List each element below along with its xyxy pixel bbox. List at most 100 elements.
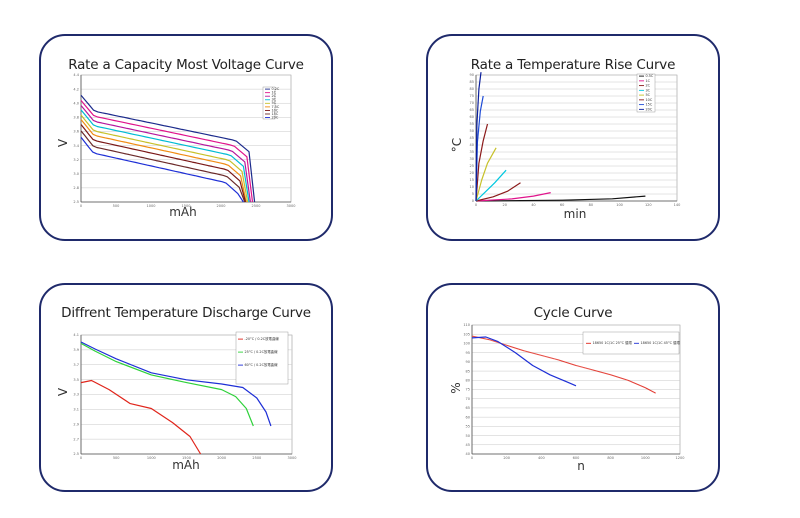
series-line	[475, 147, 497, 202]
series-line	[80, 105, 251, 203]
x-axis-label: n	[577, 459, 585, 473]
x-tick-label: 1500	[182, 456, 191, 460]
y-tick-label: 35	[470, 150, 474, 154]
y-tick-label: 4.4	[73, 73, 79, 77]
y-tick-label: 3.3	[73, 393, 79, 397]
x-tick-label: 0	[80, 204, 82, 208]
series-line	[471, 336, 577, 387]
y-tick-label: 3.7	[73, 363, 79, 367]
legend-label: 18650 1C/1C 25°C 循環	[593, 340, 633, 345]
legend-label: 3C	[646, 88, 651, 92]
legend-label: 5C	[646, 93, 651, 97]
series-line	[471, 335, 656, 394]
legend-label: 15C	[646, 103, 653, 107]
legend-label: 7.5C	[272, 105, 280, 109]
series-line	[475, 182, 521, 202]
y-tick-label: 4.2	[73, 87, 79, 91]
x-tick-label: 600	[573, 456, 580, 460]
y-tick-label: 95	[466, 351, 470, 355]
y-tick-label: 5	[472, 192, 474, 196]
y-tick-label: 85	[466, 369, 470, 373]
x-tick-label: 140	[674, 203, 681, 207]
y-tick-label: 3.0	[73, 172, 79, 176]
x-tick-label: 1000	[147, 204, 156, 208]
chart-title: Cycle Curve	[533, 305, 613, 321]
y-tick-label: 80	[466, 378, 470, 382]
legend-label: 18650 1C/1C 45°C 循環	[641, 340, 681, 345]
y-axis-label: °C	[450, 138, 464, 152]
x-axis-label: min	[564, 207, 587, 221]
x-tick-label: 1200	[676, 456, 685, 460]
y-tick-label: 60	[466, 415, 470, 419]
x-tick-label: 1000	[147, 456, 156, 460]
series-line	[80, 119, 247, 203]
legend-label: 10C	[272, 108, 279, 112]
x-tick-label: 0	[471, 456, 473, 460]
legend-label: 15C	[272, 112, 279, 116]
y-tick-label: 75	[466, 388, 470, 392]
legend-box	[582, 331, 680, 355]
y-tick-label: 60	[470, 115, 474, 119]
y-tick-label: 40	[470, 143, 474, 147]
x-tick-label: 200	[503, 456, 510, 460]
x-axis-label: mAh	[169, 205, 197, 219]
x-tick-label: 2000	[217, 204, 226, 208]
legend-label: 0.5C	[646, 74, 654, 78]
series-line	[80, 124, 247, 203]
x-tick-label: 100	[616, 203, 623, 207]
legend-box	[636, 73, 656, 113]
legend-box	[235, 331, 289, 385]
plot-area	[80, 74, 292, 203]
y-tick-label: 110	[463, 323, 470, 327]
y-tick-label: 15	[470, 178, 474, 182]
y-tick-label: 50	[466, 434, 470, 438]
x-tick-label: 40	[531, 203, 535, 207]
x-tick-label: 500	[113, 456, 120, 460]
y-tick-label: 50	[470, 129, 474, 133]
y-tick-label: 25	[470, 164, 474, 168]
y-tick-label: 90	[466, 360, 470, 364]
y-tick-label: 45	[466, 443, 470, 447]
x-tick-label: 400	[538, 456, 545, 460]
y-tick-label: 80	[470, 87, 474, 91]
legend-label: 60°C / 0.2C放電曲線	[245, 362, 279, 367]
legend-label: -20°C / 0.2C放電曲線	[245, 336, 280, 341]
y-tick-label: 2.5	[73, 200, 79, 204]
legend-label: 25°C / 0.2C放電曲線	[245, 349, 279, 354]
x-tick-label: 3000	[287, 204, 296, 208]
legend-label: 0.2C	[272, 87, 280, 91]
y-tick-label: 55	[466, 425, 470, 429]
series-line	[475, 72, 482, 202]
legend-label: 1C	[646, 79, 651, 83]
chart-title: Rate a Capacity Most Voltage Curve	[68, 57, 304, 73]
y-tick-label: 65	[466, 406, 470, 410]
x-tick-label: 2500	[252, 456, 261, 460]
series-line	[80, 136, 244, 203]
series-line	[80, 109, 250, 203]
legend-label: 5C	[272, 101, 277, 105]
y-tick-label: 3.1	[73, 408, 79, 412]
x-tick-label: 80	[589, 203, 593, 207]
y-tick-label: 3.2	[73, 158, 79, 162]
series-line	[80, 379, 202, 455]
y-tick-label: 4.1	[73, 333, 79, 337]
y-tick-label: 2.8	[73, 186, 79, 190]
y-tick-label: 3.6	[73, 130, 79, 134]
y-tick-label: 90	[470, 73, 474, 77]
y-tick-label: 3.4	[73, 144, 79, 148]
series-line	[80, 94, 256, 203]
x-tick-label: 500	[113, 204, 120, 208]
y-tick-label: 70	[466, 397, 470, 401]
x-tick-label: 60	[560, 203, 564, 207]
x-tick-label: 120	[645, 203, 652, 207]
y-axis-label: V	[56, 387, 70, 396]
series-line	[475, 169, 507, 202]
series-line	[475, 195, 646, 202]
y-tick-label: 45	[470, 136, 474, 140]
y-tick-label: 3.9	[73, 348, 79, 352]
x-tick-label: 2500	[252, 204, 261, 208]
x-tick-label: 20	[502, 203, 506, 207]
y-tick-label: 100	[463, 342, 470, 346]
